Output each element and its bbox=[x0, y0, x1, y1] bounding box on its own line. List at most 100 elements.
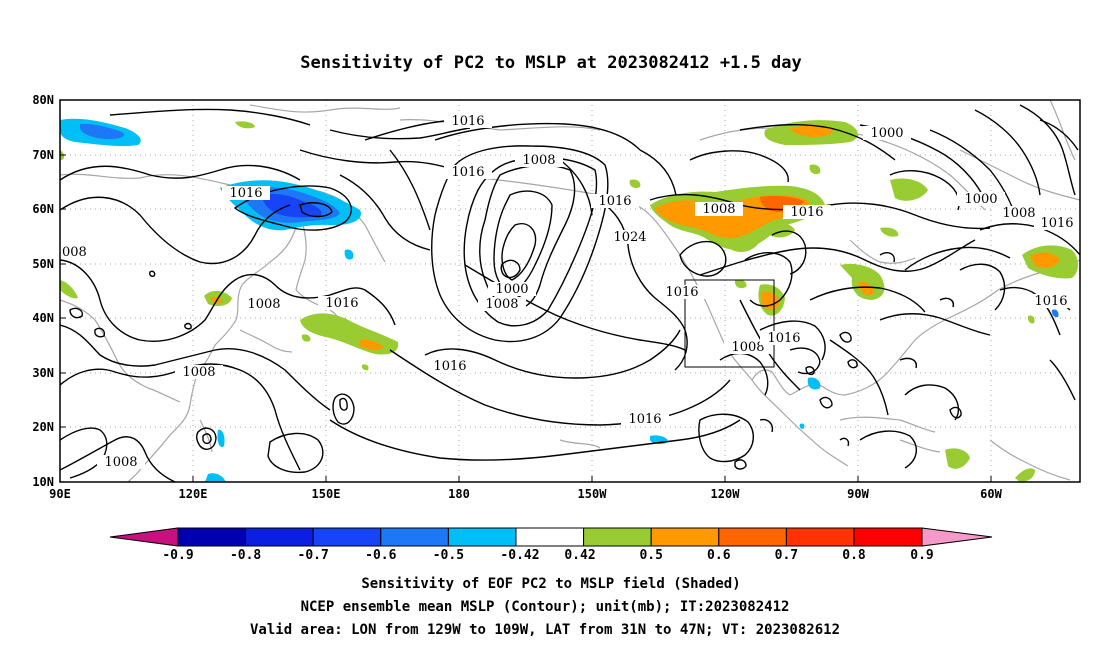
lon-label: 180 bbox=[448, 487, 470, 501]
contour-label: 1016 bbox=[426, 359, 474, 374]
colorbar-bin bbox=[312, 527, 382, 547]
svg-text:1016: 1016 bbox=[1034, 294, 1067, 309]
colorbar-label: 0.5 bbox=[639, 548, 662, 563]
contour-label: 1008 bbox=[695, 202, 743, 217]
colorbar-label: 0.9 bbox=[910, 548, 933, 563]
svg-text:1000: 1000 bbox=[495, 282, 528, 297]
map-background bbox=[60, 100, 1080, 482]
contour-label: 1016 bbox=[658, 285, 706, 300]
colorbar-bin bbox=[583, 527, 652, 547]
contour-label: 1000 bbox=[863, 126, 911, 141]
svg-text:1008: 1008 bbox=[1002, 206, 1035, 221]
contour-label: 1008 bbox=[995, 206, 1043, 221]
lon-label: 90W bbox=[847, 487, 869, 501]
svg-text:1016: 1016 bbox=[1040, 216, 1073, 231]
contour-label: 1016 bbox=[318, 296, 366, 311]
contour-label: 1016 bbox=[444, 114, 492, 129]
svg-text:1000: 1000 bbox=[870, 126, 903, 141]
contour-label: 1000 bbox=[957, 192, 1005, 207]
svg-text:1016: 1016 bbox=[790, 205, 823, 220]
grid-lines bbox=[60, 100, 1080, 482]
contour-label: 1016 bbox=[1027, 294, 1075, 309]
map-panel: 1016 1016 1008 1016 1016 1008 1016 1000 … bbox=[32, 93, 1081, 501]
colorbar-labels: -0.9 -0.8 -0.7 -0.6 -0.5 -0.42 0.42 0.5 … bbox=[162, 548, 933, 563]
lon-label: 90E bbox=[49, 487, 71, 501]
lat-label: 60N bbox=[32, 202, 54, 216]
contour-label: 1016 bbox=[783, 205, 831, 220]
svg-text:1016: 1016 bbox=[598, 194, 631, 209]
colorbar-bin bbox=[785, 527, 855, 547]
caption-line-1: Sensitivity of EOF PC2 to MSLP field (Sh… bbox=[361, 576, 740, 592]
valid-area-box bbox=[684, 279, 775, 368]
contour-label: 1008 bbox=[240, 297, 288, 312]
colorbar-bin bbox=[650, 527, 720, 547]
colorbar-label: -0.42 bbox=[500, 548, 539, 563]
colorbar-bin bbox=[718, 527, 787, 547]
mslp-contours bbox=[60, 104, 1080, 482]
lon-label: 150E bbox=[312, 487, 341, 501]
lat-label: 80N bbox=[32, 93, 54, 107]
colorbar-low-tip bbox=[109, 527, 179, 547]
contour-label: 1000 bbox=[488, 282, 536, 297]
svg-text:1008: 1008 bbox=[731, 340, 764, 355]
svg-text:1008: 1008 bbox=[522, 153, 555, 168]
lon-label: 120E bbox=[179, 487, 208, 501]
svg-text:008: 008 bbox=[62, 245, 87, 260]
colorbar-label: -0.5 bbox=[433, 548, 464, 563]
contour-label: 1016 bbox=[621, 412, 669, 427]
lat-label: 10N bbox=[32, 475, 54, 489]
colorbar-label: 0.7 bbox=[775, 548, 798, 563]
colorbar-bin bbox=[380, 527, 449, 547]
svg-text:1016: 1016 bbox=[433, 359, 466, 374]
contour-label: 1008 bbox=[478, 297, 526, 312]
colorbar-label: -0.6 bbox=[365, 548, 396, 563]
contour-label: 1008 bbox=[97, 455, 145, 470]
caption-line-3: Valid area: LON from 129W to 109W, LAT f… bbox=[250, 622, 840, 638]
colorbar-label: -0.7 bbox=[298, 548, 329, 563]
colorbar-bin bbox=[447, 527, 517, 547]
colorbar-label: 0.42 bbox=[564, 548, 595, 563]
colorbar: -0.9 -0.8 -0.7 -0.6 -0.5 -0.42 0.42 0.5 … bbox=[109, 527, 993, 563]
svg-text:1016: 1016 bbox=[628, 412, 661, 427]
svg-text:1016: 1016 bbox=[451, 165, 484, 180]
lat-label: 20N bbox=[32, 420, 54, 434]
svg-text:1016: 1016 bbox=[767, 331, 800, 346]
contour-label: 1016 bbox=[760, 331, 808, 346]
svg-text:1016: 1016 bbox=[325, 296, 358, 311]
figure-title: Sensitivity of PC2 to MSLP at 2023082412… bbox=[300, 53, 802, 73]
colorbar-bin bbox=[853, 527, 923, 547]
contour-label: 1016 bbox=[1034, 216, 1080, 231]
colorbar-label: -0.8 bbox=[230, 548, 261, 563]
lat-label: 70N bbox=[32, 148, 54, 162]
svg-text:1008: 1008 bbox=[104, 455, 137, 470]
svg-text:1024: 1024 bbox=[613, 230, 646, 245]
colorbar-label: -0.9 bbox=[162, 548, 193, 563]
contour-label: 008 bbox=[61, 245, 89, 260]
lon-label: 120W bbox=[711, 487, 741, 501]
colorbar-high-tip bbox=[921, 527, 993, 547]
svg-text:1016: 1016 bbox=[665, 285, 698, 300]
lat-label: 40N bbox=[32, 311, 54, 325]
map-frame bbox=[59, 99, 1081, 483]
contour-label-group: 1016 1016 1008 1016 1016 1008 1016 1000 … bbox=[61, 114, 1080, 470]
svg-text:1008: 1008 bbox=[485, 297, 518, 312]
caption-line-2: NCEP ensemble mean MSLP (Contour); unit(… bbox=[301, 599, 790, 615]
lon-label: 150W bbox=[578, 487, 608, 501]
contour-label: 1008 bbox=[175, 365, 223, 380]
svg-text:1008: 1008 bbox=[702, 202, 735, 217]
lat-label: 50N bbox=[32, 257, 54, 271]
contour-label: 1024 bbox=[606, 230, 654, 245]
colorbar-bin bbox=[515, 527, 585, 547]
svg-text:1000: 1000 bbox=[964, 192, 997, 207]
contour-label: 1008 bbox=[515, 153, 563, 168]
colorbar-label: 0.8 bbox=[842, 548, 866, 563]
contour-label: 1016 bbox=[444, 165, 492, 180]
svg-text:1008: 1008 bbox=[182, 365, 215, 380]
svg-text:1008: 1008 bbox=[247, 297, 280, 312]
colorbar-bin bbox=[177, 527, 247, 547]
axis-ticks bbox=[60, 99, 992, 482]
colorbar-label: 0.6 bbox=[707, 548, 731, 563]
lat-label: 30N bbox=[32, 366, 54, 380]
contour-label: 1016 bbox=[591, 194, 639, 209]
latitude-labels: 80N 70N 60N 50N 40N 30N 20N 10N bbox=[32, 93, 54, 489]
